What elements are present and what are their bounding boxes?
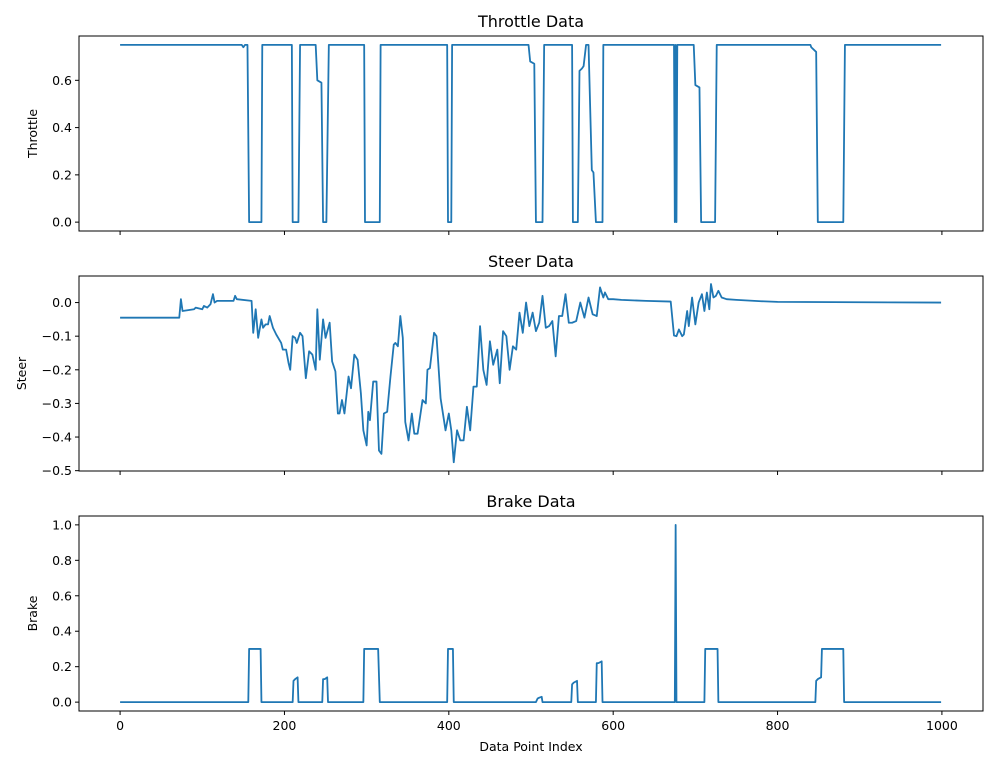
throttle-series-line: [120, 43, 942, 224]
steer-ytick-label: −0.3: [42, 396, 72, 411]
brake-title: Brake Data: [486, 492, 575, 511]
throttle-ytick-label: 0.6: [52, 73, 72, 88]
brake-series-line: [120, 523, 942, 704]
brake-ylabel: Brake: [25, 595, 40, 631]
throttle-ylabel: Throttle: [25, 109, 40, 159]
brake-ytick-label: 0.4: [52, 624, 72, 639]
brake-ytick-label: 0.2: [52, 659, 72, 674]
brake-panel: Brake Data Brake 0.0 0.2 0.4 0.6 0.8 1.0 0 200 400…: [25, 492, 984, 754]
brake-ytick-label: 0.6: [52, 588, 72, 603]
brake-xtick-label: 600: [601, 718, 625, 733]
throttle-axes-frame: [78, 35, 984, 232]
brake-ytick-label: 1.0: [52, 517, 72, 532]
throttle-title: Throttle Data: [477, 12, 584, 31]
steer-ytick-label: −0.1: [42, 329, 72, 344]
brake-ytick-label: 0.8: [52, 553, 72, 568]
throttle-ytick-label: 0.4: [52, 120, 72, 135]
steer-ytick-label: −0.5: [42, 463, 72, 478]
brake-ytick-label: 0.0: [52, 695, 72, 710]
throttle-ytick-label: 0.0: [52, 215, 72, 230]
steer-title: Steer Data: [488, 252, 574, 271]
throttle-panel: Throttle Data Throttle 0.0 0.2 0.4 0.6: [25, 12, 984, 235]
steer-panel: Steer Data Steer −0.5 −0.4 −0.3 −0.2 −0.1 0.0: [14, 252, 984, 478]
steer-ytick-label: −0.4: [42, 430, 72, 445]
brake-xtick-label: 1000: [926, 718, 958, 733]
steer-axes-frame: [78, 275, 984, 472]
brake-xtick-label: 400: [437, 718, 461, 733]
steer-ytick-label: −0.2: [42, 362, 72, 377]
brake-xtick-label: 200: [273, 718, 297, 733]
brake-xtick-label: 800: [766, 718, 790, 733]
steer-series-line: [120, 283, 942, 464]
brake-xlabel: Data Point Index: [479, 739, 582, 754]
steer-ytick-label: 0.0: [52, 295, 72, 310]
brake-axes-frame: [78, 515, 984, 712]
throttle-ytick-label: 0.2: [52, 167, 72, 182]
brake-xtick-label: 0: [116, 718, 124, 733]
steer-ylabel: Steer: [14, 356, 29, 390]
